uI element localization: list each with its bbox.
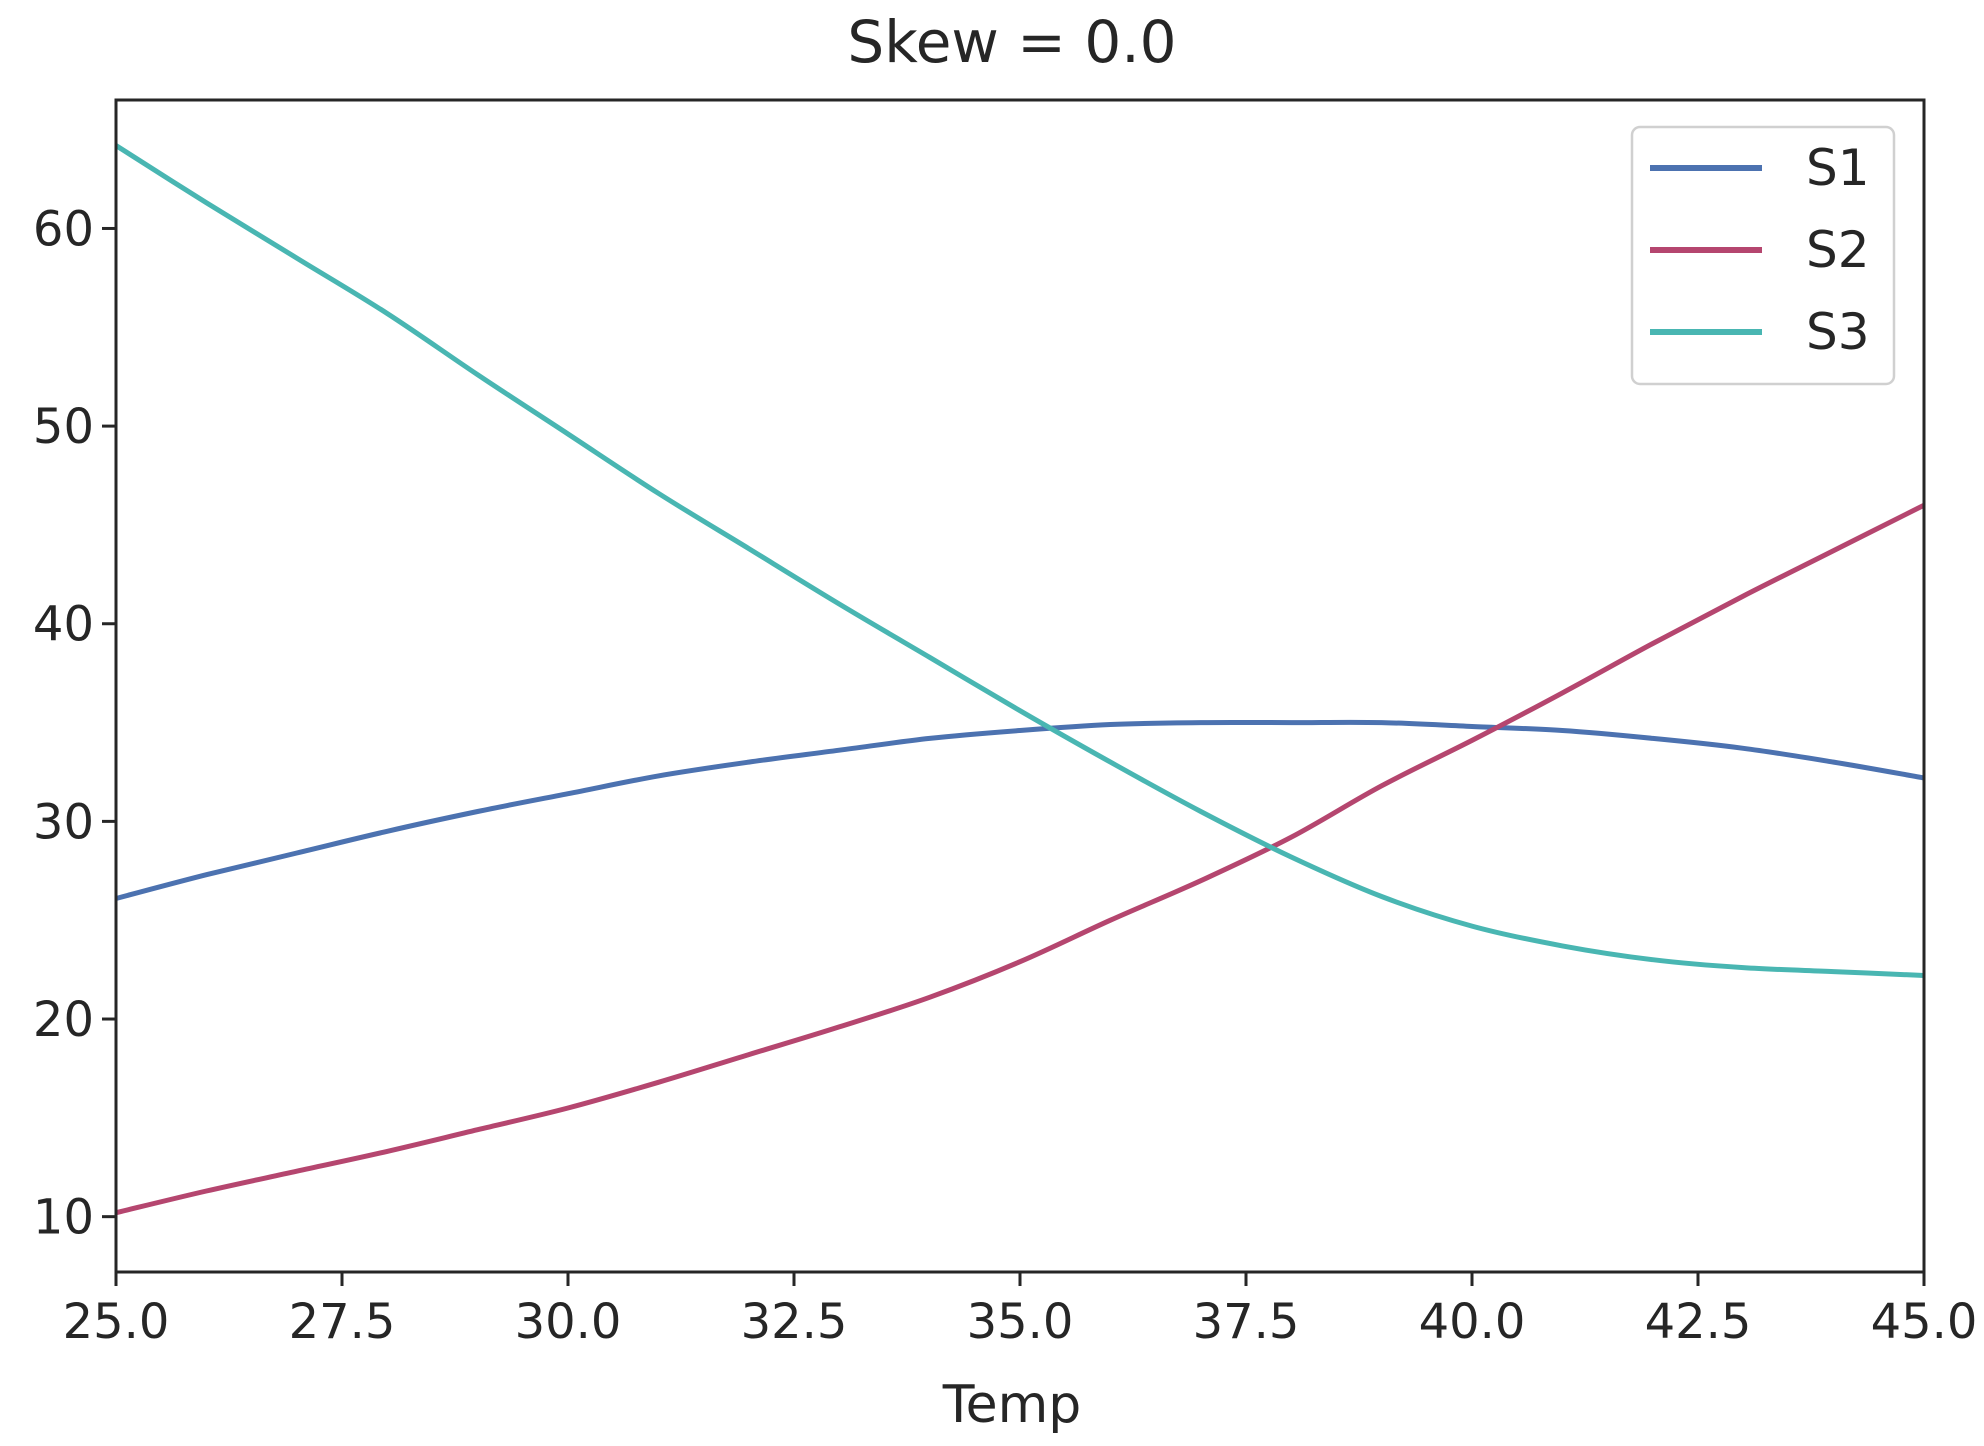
series-line-s2	[115, 502, 1926, 1216]
y-tick-label: 30	[33, 794, 94, 850]
plot-frame	[114, 98, 1926, 1274]
y-tick-label: 50	[33, 399, 94, 455]
legend-label-s2: S2	[1806, 221, 1870, 279]
legend-box	[1630, 125, 1896, 386]
y-axis: 10 20 30 40 50 60	[33, 201, 116, 1246]
series-line-s3	[114, 143, 1925, 978]
legend-label-s3: S3	[1806, 303, 1870, 361]
x-axis: 25.0 27.5 30.0 32.5 35.0 37.5 40.0 42.5 45.0	[63, 1272, 1978, 1350]
x-tick-label: 25.0	[63, 1294, 170, 1350]
x-axis-title: Temp	[942, 1375, 1082, 1435]
x-tick-label: 27.5	[289, 1294, 396, 1350]
chart-title: Skew = 0.0	[847, 8, 1176, 76]
legend: S1 S2 S3	[1630, 125, 1896, 386]
series-layer	[114, 143, 1926, 1216]
x-tick-label: 30.0	[515, 1294, 622, 1350]
x-tick-label: 35.0	[967, 1294, 1074, 1350]
legend-label-s1: S1	[1806, 139, 1870, 197]
y-tick-label: 40	[33, 597, 94, 653]
x-tick-label: 42.5	[1645, 1294, 1752, 1350]
y-tick-label: 60	[33, 201, 94, 257]
y-tick-label: 20	[33, 992, 94, 1048]
x-tick-label: 45.0	[1871, 1294, 1978, 1350]
x-tick-label: 32.5	[741, 1294, 848, 1350]
x-tick-label: 37.5	[1193, 1294, 1300, 1350]
x-tick-label: 40.0	[1419, 1294, 1526, 1350]
y-tick-label: 10	[33, 1190, 94, 1246]
series-line-s1	[115, 719, 1925, 901]
